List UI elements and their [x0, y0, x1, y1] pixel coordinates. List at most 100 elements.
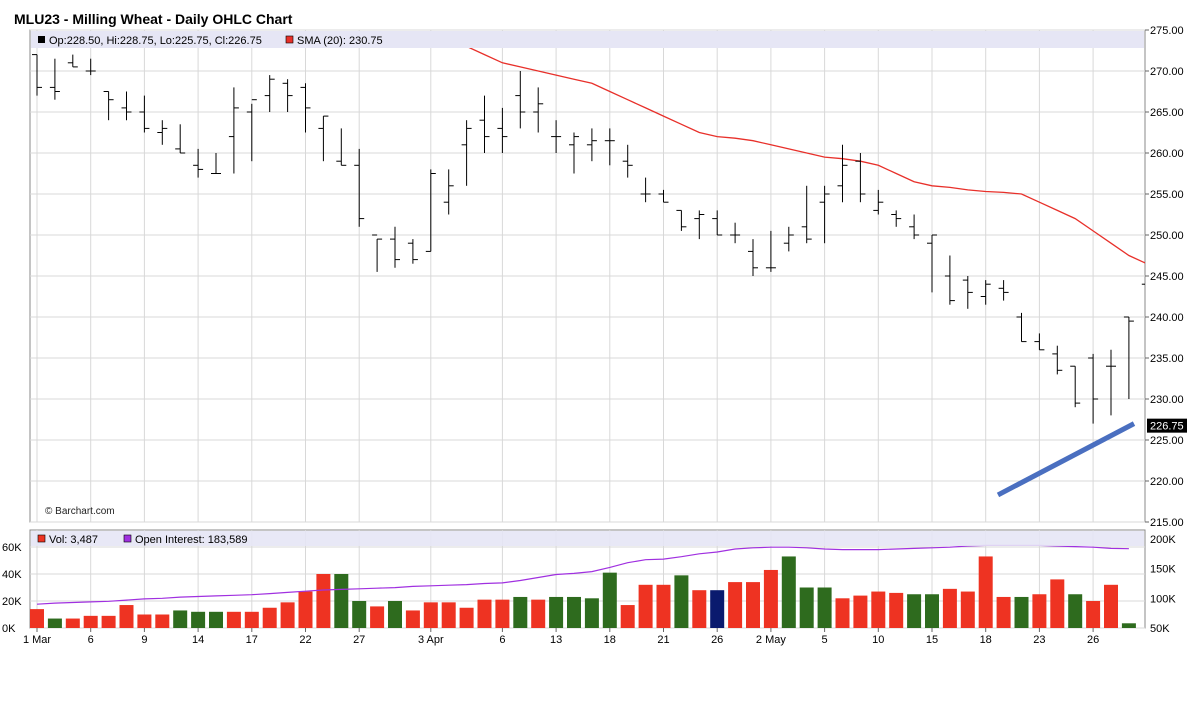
oi-ytick-label-3: 50K [1150, 623, 1170, 635]
volume-bar-52 [961, 592, 975, 628]
volume-bar-57 [1050, 579, 1064, 628]
price-ytick-label-9: 230.00 [1150, 394, 1184, 406]
xtick-label-0: 1 Mar [23, 634, 51, 646]
volume-bar-36 [674, 575, 688, 628]
sma-legend-text: SMA (20): 230.75 [297, 35, 383, 47]
volume-bar-29 [549, 597, 563, 628]
ohlc-bar-65 [1196, 358, 1200, 387]
volume-bar-48 [889, 593, 903, 628]
watermark: © Barchart.com [45, 506, 115, 517]
volume-bar-9 [191, 612, 205, 628]
price-ytick-label-0: 275.00 [1150, 25, 1184, 37]
volume-ytick-label-2: 20K [2, 596, 22, 608]
volume-bar-35 [657, 585, 671, 628]
price-ytick-label-12: 215.00 [1150, 517, 1184, 529]
volume-bar-54 [997, 597, 1011, 628]
oi-legend-text: Open Interest: 183,589 [135, 534, 248, 546]
volume-bar-26 [495, 600, 509, 628]
volume-bar-37 [692, 590, 706, 628]
xtick-label-10: 18 [604, 634, 616, 646]
xtick-label-7: 3 Apr [418, 634, 444, 646]
vol-legend-text: Vol: 3,487 [49, 534, 98, 546]
volume-bar-56 [1032, 594, 1046, 628]
xtick-label-4: 17 [246, 634, 258, 646]
oi-legend-swatch [124, 535, 131, 542]
volume-bar-61 [1122, 623, 1136, 628]
price-ytick-label-7: 240.00 [1150, 312, 1184, 324]
volume-bar-15 [299, 592, 313, 628]
volume-bar-49 [907, 594, 921, 628]
volume-bar-40 [746, 582, 760, 628]
xtick-label-11: 21 [657, 634, 669, 646]
volume-bar-39 [728, 582, 742, 628]
volume-bar-53 [979, 556, 993, 628]
volume-bar-33 [621, 605, 635, 628]
ohlc-legend-text: Op:228.50, Hi:228.75, Lo:225.75, Cl:226.… [49, 35, 262, 47]
volume-ytick-label-1: 40K [2, 569, 22, 581]
volume-bar-25 [478, 600, 492, 628]
xtick-label-15: 10 [872, 634, 884, 646]
price-ytick-label-4: 255.00 [1150, 189, 1184, 201]
chart-title: MLU23 - Milling Wheat - Daily OHLC Chart [14, 11, 292, 27]
volume-bar-32 [603, 573, 617, 628]
volume-bar-30 [567, 597, 581, 628]
xtick-label-14: 5 [822, 634, 828, 646]
price-ytick-label-6: 245.00 [1150, 271, 1184, 283]
volume-bar-59 [1086, 601, 1100, 628]
volume-bar-1 [48, 619, 62, 628]
volume-bar-11 [227, 612, 241, 628]
volume-bar-24 [460, 608, 474, 628]
vol-legend-swatch [38, 535, 45, 542]
volume-bar-19 [370, 606, 384, 628]
xtick-label-9: 13 [550, 634, 562, 646]
volume-bar-10 [209, 612, 223, 628]
volume-bar-28 [531, 600, 545, 628]
volume-bar-22 [424, 602, 438, 628]
volume-bar-31 [585, 598, 599, 628]
volume-bar-17 [334, 574, 348, 628]
volume-bar-0 [30, 609, 44, 628]
volume-bar-42 [782, 556, 796, 628]
volume-bar-55 [1015, 597, 1029, 628]
volume-bar-8 [173, 610, 187, 628]
xtick-label-5: 22 [299, 634, 311, 646]
volume-bar-45 [836, 598, 850, 628]
xtick-label-13: 2 May [756, 634, 786, 646]
last-price-label: 226.75 [1150, 421, 1184, 433]
volume-ytick-label-3: 0K [2, 623, 16, 635]
volume-bar-4 [102, 616, 116, 628]
oi-ytick-label-0: 200K [1150, 534, 1176, 546]
price-ytick-label-2: 265.00 [1150, 107, 1184, 119]
volume-bar-27 [513, 597, 527, 628]
volume-bar-41 [764, 570, 778, 628]
volume-bar-6 [137, 615, 151, 629]
xtick-label-2: 9 [141, 634, 147, 646]
volume-bar-16 [316, 574, 330, 628]
sma-legend-swatch [286, 36, 293, 43]
xtick-label-18: 23 [1033, 634, 1045, 646]
volume-bar-51 [943, 589, 957, 628]
xtick-label-6: 27 [353, 634, 365, 646]
volume-bar-44 [818, 588, 832, 629]
volume-bar-12 [245, 612, 259, 628]
xtick-label-12: 26 [711, 634, 723, 646]
ohlc-bar-63 [1160, 260, 1170, 309]
volume-bar-20 [388, 601, 402, 628]
volume-bar-43 [800, 588, 814, 629]
price-ytick-label-11: 220.00 [1150, 476, 1184, 488]
volume-ytick-label-0: 60K [2, 542, 22, 554]
volume-bar-3 [84, 616, 98, 628]
price-ytick-label-3: 260.00 [1150, 148, 1184, 160]
volume-bar-13 [263, 608, 277, 628]
volume-bar-18 [352, 601, 366, 628]
volume-bar-46 [853, 596, 867, 628]
volume-bar-21 [406, 610, 420, 628]
xtick-label-8: 6 [499, 634, 505, 646]
volume-bar-38 [710, 590, 724, 628]
xtick-label-19: 26 [1087, 634, 1099, 646]
price-ytick-label-5: 250.00 [1150, 230, 1184, 242]
ohlc-legend-swatch [38, 36, 45, 43]
xtick-label-3: 14 [192, 634, 204, 646]
xtick-label-17: 18 [980, 634, 992, 646]
